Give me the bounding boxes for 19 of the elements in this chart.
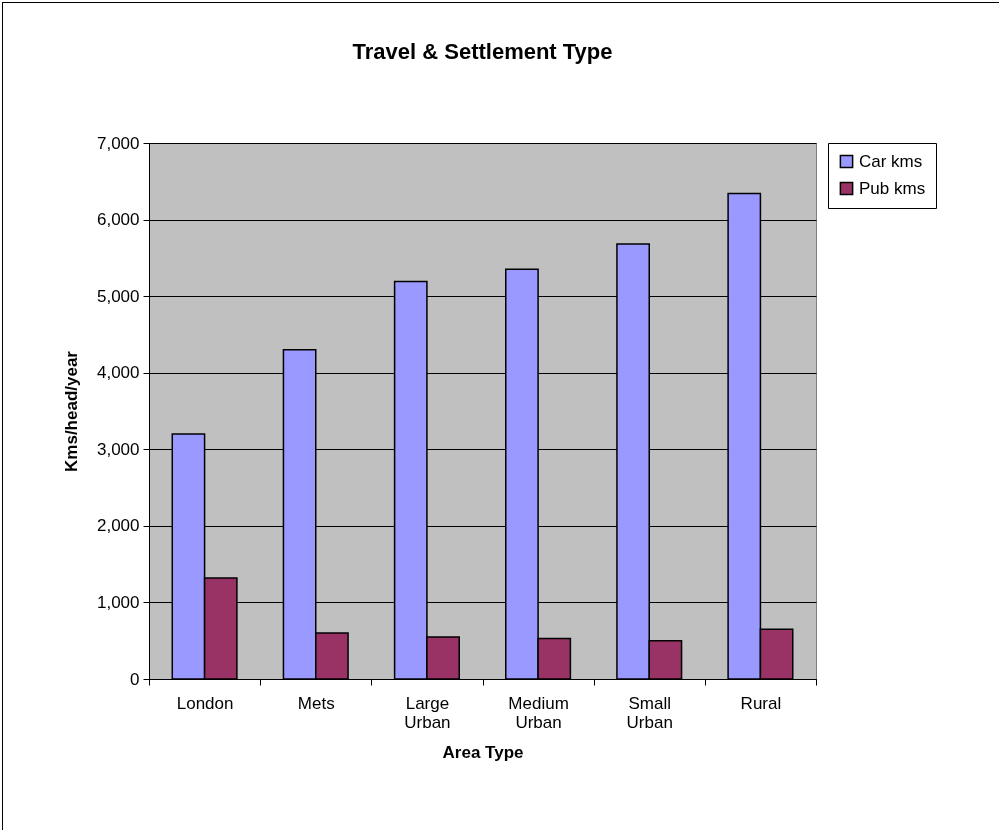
- legend-label: Car kms: [859, 151, 923, 171]
- y-tick-label: 0: [130, 669, 140, 689]
- y-tick-label: 6,000: [96, 210, 140, 230]
- y-tick-label: 2,000: [96, 516, 140, 536]
- x-tick-label: Mets: [297, 693, 335, 713]
- chart-title: Travel & Settlement Type: [352, 39, 613, 64]
- x-tick-label: Large Urban: [404, 693, 451, 732]
- y-axis-title: Kms/head/year: [61, 350, 81, 472]
- x-tick-label: Rural: [740, 693, 782, 713]
- x-tick-label: London: [176, 693, 234, 713]
- x-tick-label: Medium Urban: [508, 693, 569, 732]
- y-tick-label: 1,000: [96, 592, 140, 612]
- y-tick-label: 7,000: [96, 133, 140, 153]
- y-tick-label: 5,000: [96, 286, 140, 306]
- x-axis-title: Area Type: [442, 742, 524, 762]
- legend-label: Pub kms: [859, 178, 926, 198]
- x-tick-label: Small Urban: [626, 693, 673, 732]
- y-tick-label: 4,000: [96, 363, 140, 383]
- y-tick-label: 3,000: [96, 439, 140, 459]
